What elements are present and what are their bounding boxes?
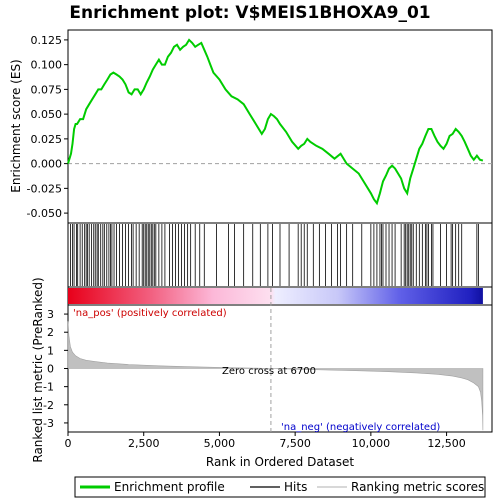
es-y-tick-label: 0.125	[31, 34, 63, 47]
es-y-label: Enrichment score (ES)	[9, 59, 23, 192]
x-tick-label: 2,500	[128, 437, 160, 450]
ranking-y-axis: -3 -2 -1 0 1 2 3	[43, 308, 68, 430]
neg-label: 'na_neg' (negatively correlated)	[281, 422, 440, 433]
ranking-y-tick-label: 3	[47, 308, 54, 321]
x-axis: 0 2,500 5,000 7,500 10,000 12,500	[65, 432, 466, 450]
es-y-tick-label: 0.000	[31, 158, 63, 171]
chart-title: Enrichment plot: V$MEIS1BHOXA9_01	[69, 3, 430, 23]
hit-lines	[70, 224, 479, 286]
ranking-y-tick-label: 0	[47, 363, 54, 376]
ranking-y-tick-label: -2	[43, 399, 54, 412]
enrichment-profile-line	[67, 38, 484, 206]
legend-profile-label: Enrichment profile	[114, 480, 225, 494]
es-y-axis: -0.050 -0.025 0.000 0.025 0.050 0.075 0.100 0.1…	[27, 34, 68, 220]
es-y-tick-label: 0.025	[31, 133, 63, 146]
es-y-tick-label: 0.100	[31, 59, 63, 72]
legend-hits-label: Hits	[284, 480, 307, 494]
x-tick-label: 0	[65, 437, 72, 450]
ranking-y-label: Ranked list metric (PreRanked)	[31, 277, 45, 462]
x-tick-label: 12,500	[427, 437, 466, 450]
es-y-tick-label: -0.025	[27, 182, 62, 195]
legend-ranking-label: Ranking metric scores	[351, 480, 484, 494]
es-y-tick-label: 0.050	[31, 108, 63, 121]
x-tick-label: 10,000	[352, 437, 391, 450]
es-y-tick-label: 0.075	[31, 83, 63, 96]
ranking-metric-area	[67, 321, 484, 431]
x-axis-label: Rank in Ordered Dataset	[206, 455, 354, 469]
x-tick-label: 5,000	[204, 437, 236, 450]
ranking-area	[67, 288, 484, 432]
x-tick-label: 7,500	[279, 437, 311, 450]
es-panel	[67, 29, 493, 224]
ranking-y-tick-label: 1	[47, 344, 54, 357]
zero-cross-label: Zero cross at 6700	[222, 366, 316, 377]
ranked-colorbar	[68, 288, 483, 304]
pos-label: 'na_pos' (positively correlated)	[73, 308, 227, 319]
ranking-y-tick-label: -1	[43, 381, 54, 394]
ranking-y-tick-label: 2	[47, 326, 54, 339]
ranking-y-tick-label: -3	[43, 417, 54, 430]
es-y-tick-label: -0.050	[27, 207, 62, 220]
